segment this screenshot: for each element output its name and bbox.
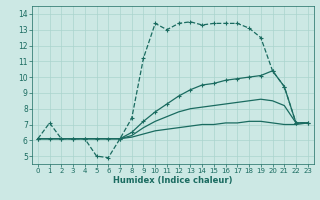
X-axis label: Humidex (Indice chaleur): Humidex (Indice chaleur): [113, 176, 233, 185]
